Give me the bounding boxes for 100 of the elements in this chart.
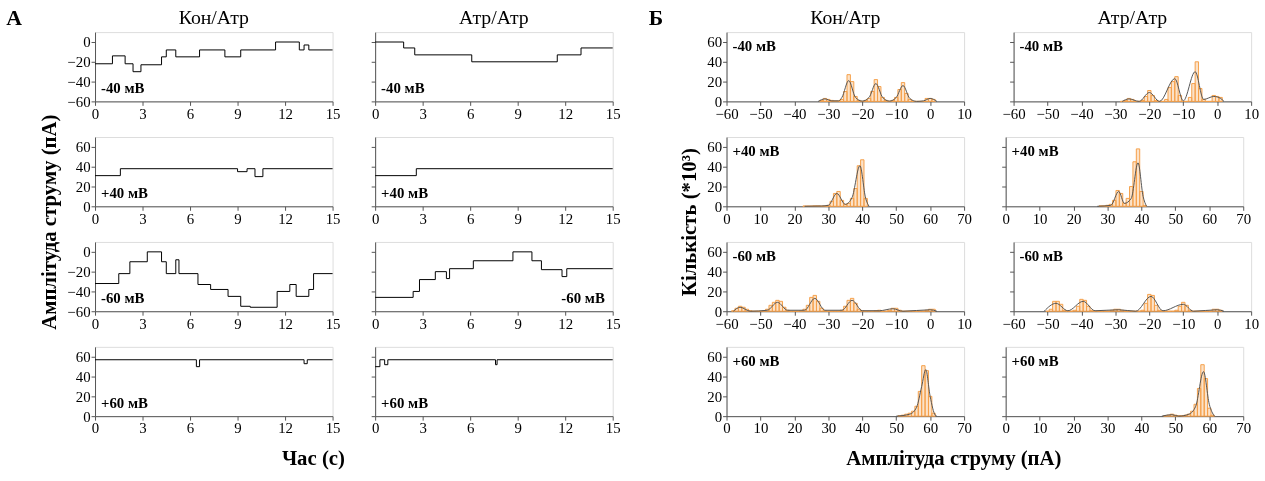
x-tick-label: 6 <box>186 315 195 332</box>
x-tick-label: 60 <box>1202 420 1218 437</box>
annotation: +40 мВ <box>381 185 429 202</box>
annotation: -40 мВ <box>100 80 145 97</box>
x-tick-label: 3 <box>139 315 147 332</box>
x-tick-label: 10 <box>957 315 972 332</box>
x-tick-label: 6 <box>186 210 195 227</box>
x-tick-label: 70 <box>1236 420 1252 437</box>
x-tick-label: 15 <box>605 210 621 227</box>
x-tick-label: 12 <box>558 105 574 122</box>
x-tick-label: 9 <box>514 315 522 332</box>
annotation: -60 мВ <box>732 247 777 264</box>
x-tick-label: 15 <box>325 315 341 332</box>
y-tick-label: 0 <box>83 198 91 215</box>
x-tick-label: 20 <box>787 420 803 437</box>
annotation: -40 мВ <box>1019 37 1064 54</box>
x-tick-label: 9 <box>514 420 522 437</box>
y-tick-label: 20 <box>707 178 723 195</box>
x-tick-label: 3 <box>419 315 427 332</box>
x-tick-label: 3 <box>139 210 147 227</box>
x-tick-label: −30 <box>817 105 841 122</box>
x-tick-label: 0 <box>1213 105 1222 122</box>
x-tick-label: −10 <box>885 315 909 332</box>
chart-title: Атр/Атр <box>1097 6 1168 29</box>
x-tick-label: 0 <box>371 420 380 437</box>
x-tick-label: 12 <box>558 210 574 227</box>
x-tick-label: 15 <box>325 105 341 122</box>
y-tick-label: 20 <box>75 388 91 405</box>
x-tick-label: 10 <box>1244 315 1260 332</box>
x-tick-label: −10 <box>1172 315 1196 332</box>
x-tick-label: −60 <box>1002 105 1026 122</box>
x-tick-label: 0 <box>926 105 935 122</box>
annotation: +40 мВ <box>732 142 780 159</box>
y-tick-label: 20 <box>707 283 723 300</box>
x-tick-label: 6 <box>186 105 195 122</box>
y-tick-label: −60 <box>67 303 91 320</box>
annotation: +60 мВ <box>381 395 429 412</box>
x-tick-label: 70 <box>1236 210 1252 227</box>
y-tick-label: 60 <box>75 139 91 156</box>
annotation: +60 мВ <box>1011 352 1059 369</box>
annotation: -40 мВ <box>732 37 777 54</box>
x-tick-label: 3 <box>139 105 147 122</box>
annotation: -60 мВ <box>100 290 145 307</box>
y-tick-label: 60 <box>707 349 723 366</box>
y-tick-label: −40 <box>67 74 91 91</box>
y-tick-label: −20 <box>67 54 91 71</box>
annotation: +40 мВ <box>1011 142 1059 159</box>
annotation: +60 мВ <box>100 395 149 412</box>
x-tick-label: −30 <box>1104 315 1128 332</box>
chart-title: Атр/Атр <box>459 6 529 29</box>
chart-title: Кон/Атр <box>178 6 250 29</box>
y-tick-label: 40 <box>707 369 723 386</box>
annotation: +40 мВ <box>100 185 149 202</box>
x-tick-label: 40 <box>855 210 871 227</box>
x-tick-label: −20 <box>1138 315 1162 332</box>
x-tick-label: −50 <box>1036 105 1060 122</box>
y-tick-label: 40 <box>707 159 723 176</box>
x-tick-label: 3 <box>419 420 427 437</box>
x-tick-label: 12 <box>558 420 574 437</box>
x-tick-label: 9 <box>234 210 242 227</box>
x-tick-label: −30 <box>1104 105 1128 122</box>
x-tick-label: 60 <box>923 210 939 227</box>
x-axis-title: Амплітуда струму (пА) <box>846 446 1062 471</box>
y-tick-label: 60 <box>707 244 723 261</box>
y-tick-label: 20 <box>707 388 723 405</box>
x-tick-label: 50 <box>889 420 905 437</box>
x-tick-label: 12 <box>278 315 293 332</box>
x-tick-label: 9 <box>234 315 242 332</box>
x-tick-label: 6 <box>466 105 475 122</box>
y-axis-title: Амплітуда струму (пА) <box>37 114 62 330</box>
x-tick-label: −60 <box>1002 315 1026 332</box>
y-tick-label: 0 <box>83 34 91 51</box>
x-tick-label: −40 <box>783 105 807 122</box>
x-tick-label: 20 <box>1066 420 1082 437</box>
x-tick-label: 15 <box>325 420 341 437</box>
x-tick-label: 30 <box>1100 210 1116 227</box>
x-tick-label: 60 <box>1202 210 1218 227</box>
y-tick-label: 20 <box>707 74 723 91</box>
y-tick-label: 0 <box>83 244 91 261</box>
x-tick-label: 70 <box>957 420 972 437</box>
y-tick-label: −60 <box>67 93 91 110</box>
y-tick-label: 20 <box>75 178 91 195</box>
x-tick-label: −40 <box>783 315 807 332</box>
y-tick-label: 0 <box>714 303 723 320</box>
x-tick-label: 15 <box>605 420 621 437</box>
x-tick-label: 15 <box>605 105 621 122</box>
x-tick-label: 0 <box>1002 420 1010 437</box>
chart-title: Кон/Атр <box>810 6 881 29</box>
y-axis-title: Кількість (*10³) <box>677 148 702 297</box>
x-tick-label: 6 <box>466 210 475 227</box>
x-tick-label: 3 <box>419 105 427 122</box>
x-tick-label: 40 <box>855 420 871 437</box>
y-tick-label: 40 <box>75 369 91 386</box>
x-tick-label: 0 <box>1213 315 1222 332</box>
x-tick-label: −50 <box>1036 315 1060 332</box>
x-tick-label: 9 <box>514 210 522 227</box>
y-tick-label: 40 <box>707 54 723 71</box>
y-tick-label: 40 <box>707 264 723 281</box>
annotation: -60 мВ <box>561 290 605 307</box>
x-tick-label: 12 <box>278 105 293 122</box>
